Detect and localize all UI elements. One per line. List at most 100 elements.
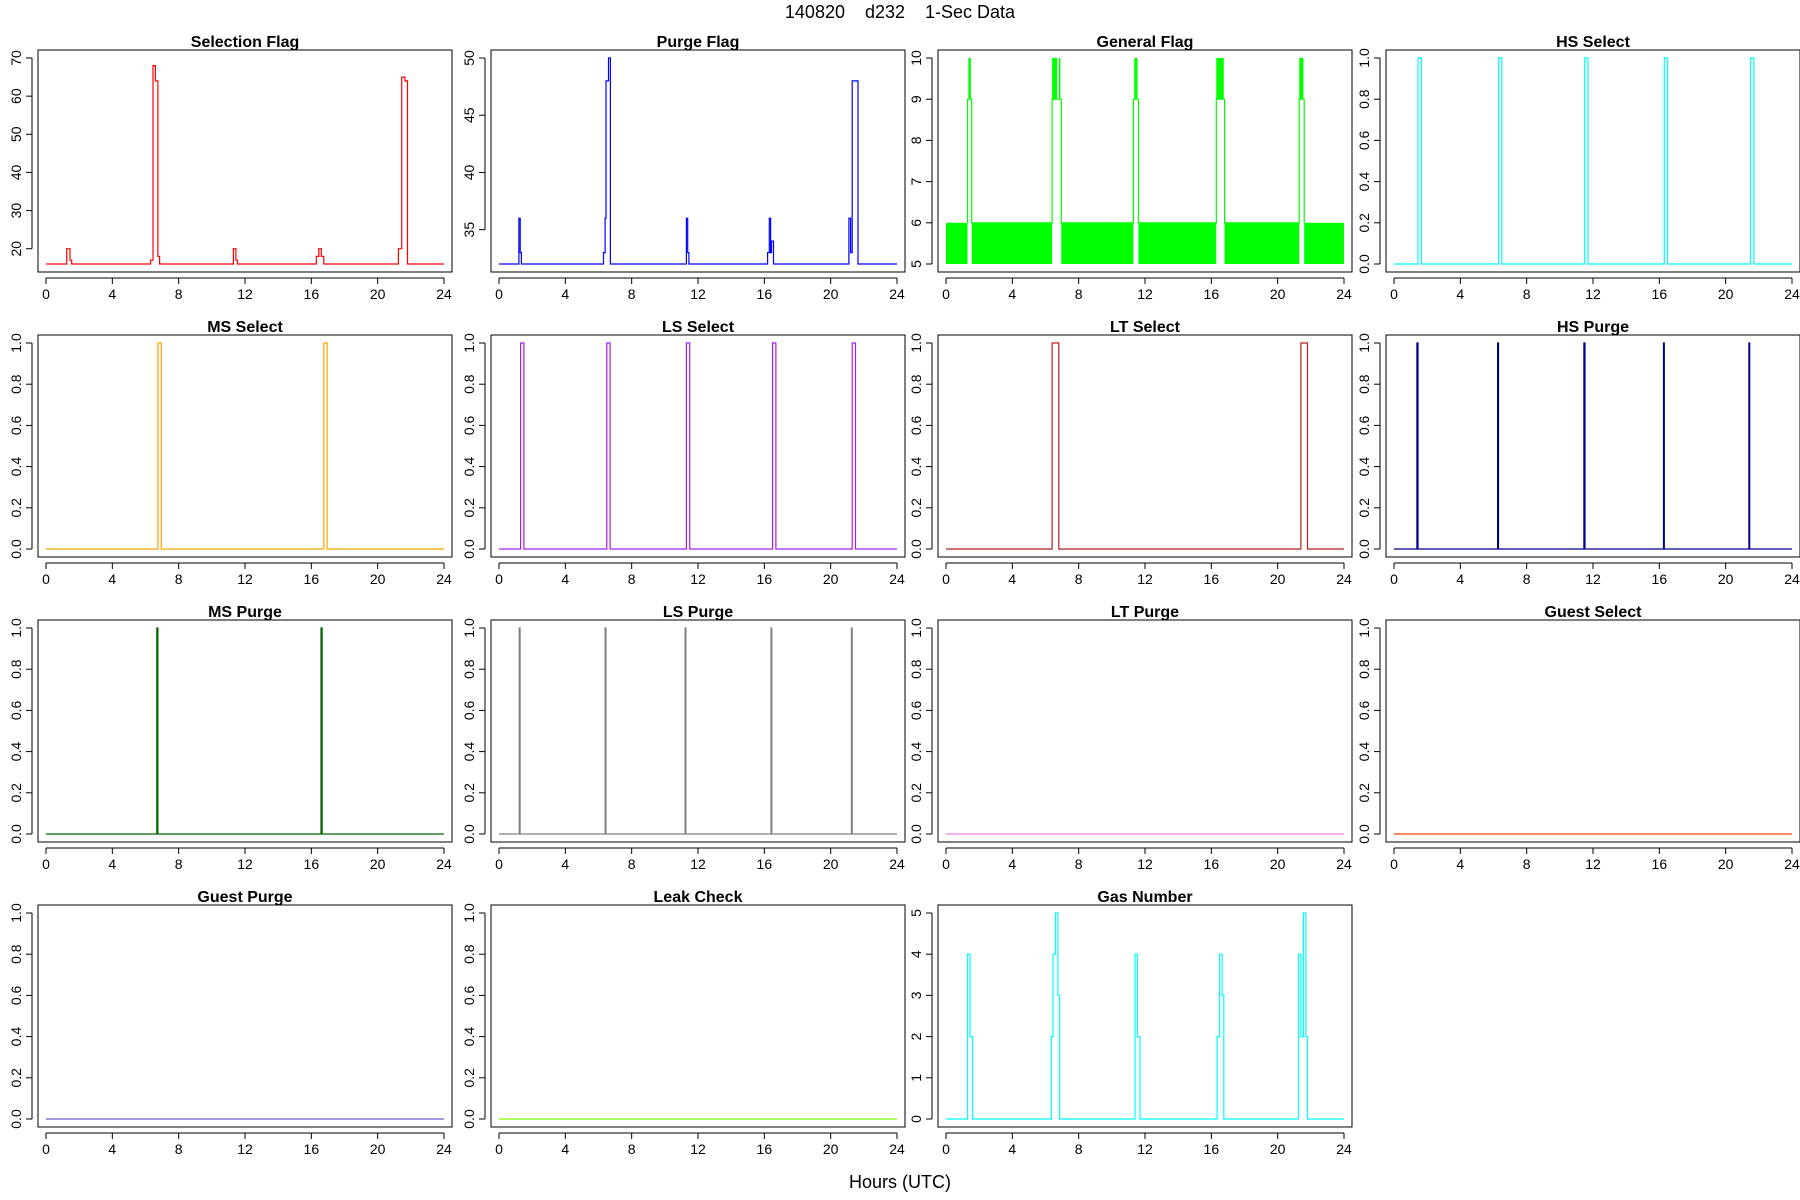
series-line (946, 342, 1344, 550)
x-tick-label: 4 (1008, 856, 1016, 872)
y-tick-label: 0.0 (8, 539, 24, 559)
x-tick-label: 0 (495, 1141, 503, 1157)
x-tick-label: 20 (1718, 571, 1734, 587)
plot-frame (37, 334, 453, 558)
x-tick-label: 12 (1137, 856, 1153, 872)
panel-title: MS Purge (208, 604, 282, 621)
y-tick-label: 1.0 (461, 903, 477, 923)
data-band (971, 222, 1053, 264)
x-tick-label: 4 (108, 1141, 116, 1157)
y-tick-label: 0.4 (461, 1027, 477, 1047)
data-band (1058, 58, 1061, 100)
x-tick-label: 4 (1008, 286, 1016, 302)
x-tick-label: 24 (436, 286, 452, 302)
x-tick-label: 0 (495, 856, 503, 872)
panel-ls-select: LS Select 0 4 8 12 16 20 24 0.0 0.2 0.4 0.6 0.8 1.0 (461, 319, 906, 587)
panel-title: Gas Number (1097, 889, 1192, 906)
panel-hs-purge: HS Purge 0 4 8 12 16 20 24 0.0 0.2 0.4 0.6 0.8 1.0 (1356, 319, 1800, 587)
x-tick-label: 16 (1652, 286, 1668, 302)
y-tick-label: 1.0 (461, 618, 477, 638)
x-tick-label: 8 (175, 286, 183, 302)
y-tick-label: 50 (461, 50, 477, 66)
y-tick-label: 3 (908, 991, 924, 999)
series-line (1394, 57, 1792, 265)
y-tick-label: 0.0 (461, 824, 477, 844)
x-tick-label: 24 (1784, 856, 1800, 872)
panel-title: Guest Select (1545, 604, 1643, 621)
x-tick-label: 16 (304, 286, 320, 302)
x-tick-label: 4 (561, 856, 569, 872)
y-tick-label: 0.8 (1356, 374, 1372, 394)
x-tick-label: 24 (889, 856, 905, 872)
x-tick-label: 24 (889, 1141, 905, 1157)
plot-frame (1385, 49, 1800, 273)
plot-frame (937, 334, 1353, 558)
x-tick-label: 8 (1075, 1141, 1083, 1157)
x-tick-label: 12 (237, 286, 253, 302)
panel-title: Purge Flag (657, 34, 740, 51)
y-tick-label: 0.2 (8, 498, 24, 518)
y-tick-label: 0.8 (1356, 89, 1372, 109)
y-tick-label: 0.8 (8, 944, 24, 964)
x-tick-label: 0 (42, 856, 50, 872)
x-tick-label: 20 (1718, 286, 1734, 302)
y-tick-label: 1.0 (8, 618, 24, 638)
series-line (946, 912, 1344, 1120)
x-tick-label: 12 (1137, 286, 1153, 302)
y-tick-label: 0.0 (461, 539, 477, 559)
y-tick-label: 0.0 (8, 1109, 24, 1129)
x-tick-label: 16 (1652, 571, 1668, 587)
x-tick-label: 24 (1336, 856, 1352, 872)
y-tick-label: 0.8 (908, 374, 924, 394)
series-line (46, 64, 444, 265)
panel-title: LS Select (662, 319, 735, 336)
x-tick-label: 8 (628, 856, 636, 872)
x-tick-label: 4 (108, 286, 116, 302)
panel-title: HS Purge (1557, 319, 1629, 336)
x-tick-label: 16 (757, 856, 773, 872)
x-tick-label: 24 (436, 571, 452, 587)
plot-frame (1385, 619, 1800, 843)
x-tick-label: 24 (1784, 286, 1800, 302)
x-tick-label: 4 (108, 856, 116, 872)
x-tick-label: 16 (1204, 286, 1220, 302)
y-tick-label: 0.2 (908, 498, 924, 518)
panel-title: General Flag (1097, 34, 1194, 51)
y-tick-label: 1.0 (1356, 333, 1372, 353)
y-tick-label: 1 (908, 1074, 924, 1082)
y-tick-label: 1.0 (461, 333, 477, 353)
x-tick-label: 4 (561, 571, 569, 587)
panel-guest-purge: Guest Purge 0 4 8 12 16 20 24 0.0 0.2 0.4 0.6 0.8 1.0 (8, 889, 453, 1157)
x-tick-label: 8 (628, 571, 636, 587)
x-tick-label: 12 (1585, 571, 1601, 587)
y-tick-label: 60 (8, 88, 24, 104)
plot-frame (37, 904, 453, 1128)
y-tick-label: 9 (908, 95, 924, 103)
y-tick-label: 10 (908, 50, 924, 66)
x-tick-label: 0 (495, 571, 503, 587)
x-tick-label: 8 (1075, 286, 1083, 302)
y-tick-label: 1.0 (1356, 48, 1372, 68)
x-tick-label: 20 (370, 571, 386, 587)
y-tick-label: 0.8 (908, 659, 924, 679)
y-tick-label: 0 (908, 1115, 924, 1123)
panel-lt-purge: LT Purge 0 4 8 12 16 20 24 0.0 0.2 0.4 0.6 0.8 1.0 (908, 604, 1353, 872)
panel-leak-check: Leak Check 0 4 8 12 16 20 24 0.0 0.2 0.4 0.6 0.8 1.0 (461, 889, 906, 1157)
data-band (1061, 222, 1134, 264)
data-band (1224, 222, 1300, 264)
panel-ls-purge: LS Purge 0 4 8 12 16 20 24 0.0 0.2 0.4 0.6 0.8 1.0 (461, 604, 906, 872)
y-tick-label: 0.2 (8, 783, 24, 803)
y-tick-label: 45 (461, 107, 477, 123)
data-band (968, 58, 971, 100)
x-tick-label: 20 (823, 856, 839, 872)
y-tick-label: 0.6 (8, 985, 24, 1005)
panel-selection-flag: Selection Flag 0 4 8 12 16 20 24 20 30 40 50 60 70 (8, 34, 453, 302)
x-tick-label: 0 (942, 286, 950, 302)
x-tick-label: 0 (942, 571, 950, 587)
y-tick-label: 20 (8, 241, 24, 257)
y-tick-label: 0.4 (461, 742, 477, 762)
data-band (1134, 58, 1138, 100)
figure-xlabel: Hours (UTC) (849, 1172, 951, 1192)
data-band (1304, 222, 1344, 264)
